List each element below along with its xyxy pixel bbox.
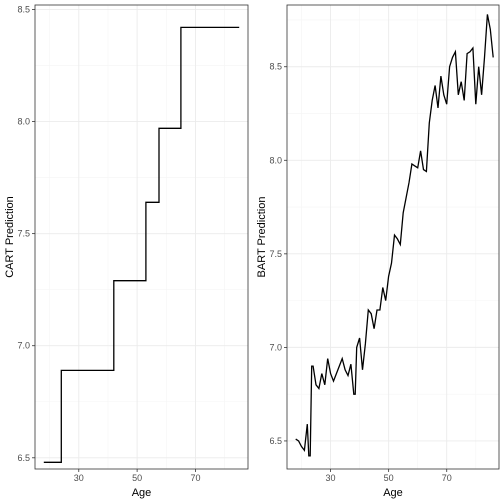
bart-series — [295, 14, 494, 457]
cart-prediction-line — [43, 26, 240, 463]
bart-panel: 30 50 70 6.5 7.0 7.5 8.0 8.5 Age BART Predictio… — [256, 4, 500, 499]
bart-y-tick-label: 7.5 — [269, 249, 282, 259]
cart-y-tick-label: 7.0 — [17, 341, 30, 351]
cart-panel-border — [34, 4, 249, 470]
bart-prediction-line — [295, 14, 494, 457]
bart-ticks: 30 50 70 6.5 7.0 7.5 8.0 8.5 — [269, 62, 451, 483]
cart-x-tick-label: 70 — [190, 473, 200, 483]
cart-y-axis-title: CART Prediction — [4, 196, 16, 278]
cart-panel: 30 50 70 6.5 7.0 7.5 8.0 8.5 Age CART Predictio… — [4, 4, 249, 499]
cart-gridlines — [35, 5, 248, 469]
bart-x-tick-label: 30 — [326, 473, 336, 483]
bart-y-axis-title: BART Prediction — [256, 197, 268, 278]
bart-gridlines — [287, 5, 499, 469]
cart-y-tick-label: 8.5 — [17, 4, 30, 14]
bart-x-axis-title: Age — [383, 487, 403, 499]
cart-series — [43, 26, 240, 463]
cart-plot-area — [35, 5, 248, 469]
bart-y-tick-label: 8.0 — [269, 155, 282, 165]
bart-panel-border — [286, 4, 500, 470]
cart-y-tick-label: 6.5 — [17, 453, 30, 463]
cart-x-axis-title: Age — [132, 487, 152, 499]
cart-y-tick-label: 8.0 — [17, 117, 30, 127]
bart-plot-area — [287, 5, 499, 469]
cart-x-tick-label: 30 — [74, 473, 84, 483]
bart-y-tick-label: 8.5 — [269, 62, 282, 72]
bart-x-tick-label: 70 — [442, 473, 452, 483]
bart-y-tick-label: 6.5 — [269, 436, 282, 446]
bart-x-tick-label: 50 — [384, 473, 394, 483]
cart-ticks: 30 50 70 6.5 7.0 7.5 8.0 8.5 — [17, 4, 200, 483]
bart-y-tick-label: 7.0 — [269, 342, 282, 352]
cart-x-tick-label: 50 — [132, 473, 142, 483]
cart-y-tick-label: 7.5 — [17, 229, 30, 239]
